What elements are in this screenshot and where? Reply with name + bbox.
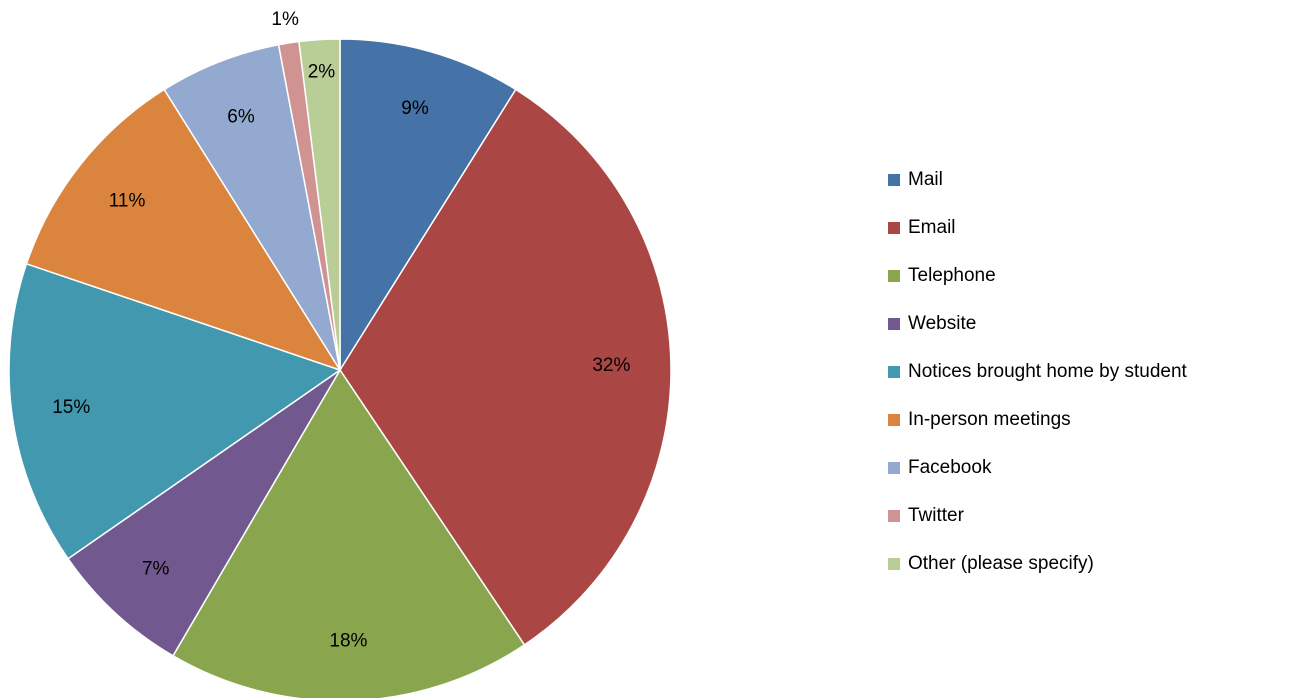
legend-label: In-person meetings (908, 409, 1071, 430)
legend-label: Telephone (908, 265, 996, 286)
data-label: 32% (592, 355, 630, 376)
data-label: 7% (142, 558, 170, 579)
data-label: 1% (271, 9, 299, 30)
legend-label: Website (908, 313, 976, 334)
legend-swatch (888, 318, 900, 330)
legend-swatch (888, 174, 900, 186)
data-label: 2% (308, 62, 336, 83)
legend-label: Facebook (908, 457, 992, 478)
legend-label: Email (908, 217, 956, 238)
pie-slice (298, 38, 341, 371)
legend-swatch (888, 270, 900, 282)
legend-label: Twitter (908, 505, 965, 526)
legend-swatch (888, 462, 900, 474)
legend-swatch (888, 510, 900, 522)
data-label: 9% (401, 98, 429, 119)
legend-swatch (888, 222, 900, 234)
legend-swatch (888, 558, 900, 570)
legend-swatch (888, 366, 900, 378)
data-label: 15% (52, 397, 90, 418)
pie-slice (8, 262, 342, 560)
pie-slice (339, 88, 672, 646)
pie-slice (163, 43, 341, 371)
legend-label: Notices brought home by student (908, 361, 1188, 382)
pie-slice (66, 369, 341, 657)
data-label: 11% (109, 191, 146, 212)
data-label: 6% (227, 106, 255, 127)
pie-slice (339, 38, 517, 373)
legend-swatch (888, 414, 900, 426)
pie-slice (171, 368, 526, 698)
data-label: 18% (329, 630, 367, 651)
pie-slice (25, 88, 342, 372)
legend-label: Mail (908, 169, 943, 190)
legend-label: Other (please specify) (908, 553, 1094, 574)
